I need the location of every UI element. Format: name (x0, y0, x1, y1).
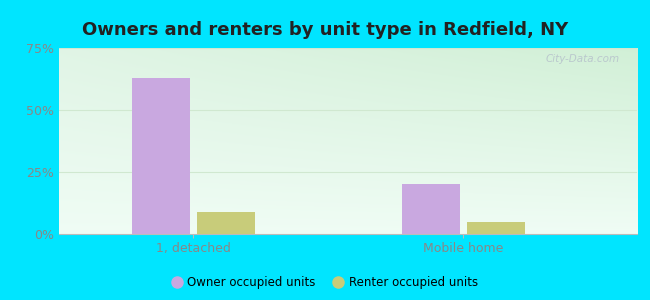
Legend: Owner occupied units, Renter occupied units: Owner occupied units, Renter occupied un… (167, 272, 483, 294)
Bar (132, 78, 190, 234)
Bar (467, 222, 525, 234)
Text: Owners and renters by unit type in Redfield, NY: Owners and renters by unit type in Redfi… (82, 21, 568, 39)
Bar (198, 212, 255, 234)
Text: City-Data.com: City-Data.com (545, 54, 619, 64)
Bar (402, 184, 460, 234)
